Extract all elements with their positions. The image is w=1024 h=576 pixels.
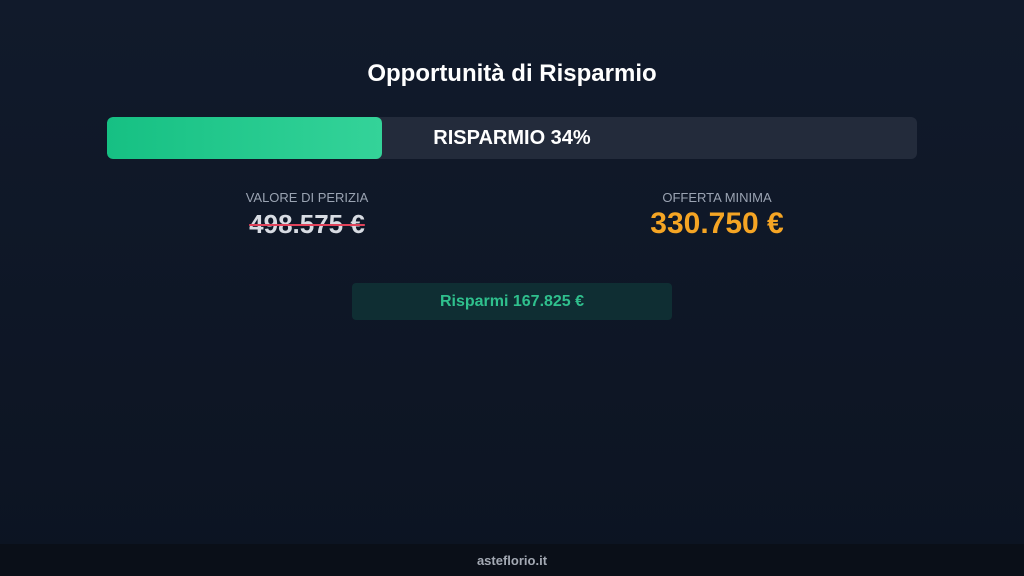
min-offer-value: 330.750 € [650, 207, 784, 240]
page-title: Opportunità di Risparmio [367, 60, 657, 87]
savings-progress-fill [107, 117, 383, 159]
footer-brand: asteflorio.it [0, 544, 1024, 576]
savings-progress-bar: RISPARMIO 34% [107, 117, 917, 159]
savings-amount-badge: Risparmi 167.825 € [352, 283, 672, 320]
appraisal-value-block: VALORE DI PERIZIA 498.575 € [157, 190, 457, 240]
savings-percent-label: RISPARMIO 34% [433, 126, 591, 149]
min-offer-block: OFFERTA MINIMA 330.750 € [567, 190, 867, 241]
min-offer-label: OFFERTA MINIMA [662, 190, 772, 205]
appraisal-label: VALORE DI PERIZIA [245, 190, 369, 205]
appraisal-value: 498.575 € [249, 209, 365, 239]
